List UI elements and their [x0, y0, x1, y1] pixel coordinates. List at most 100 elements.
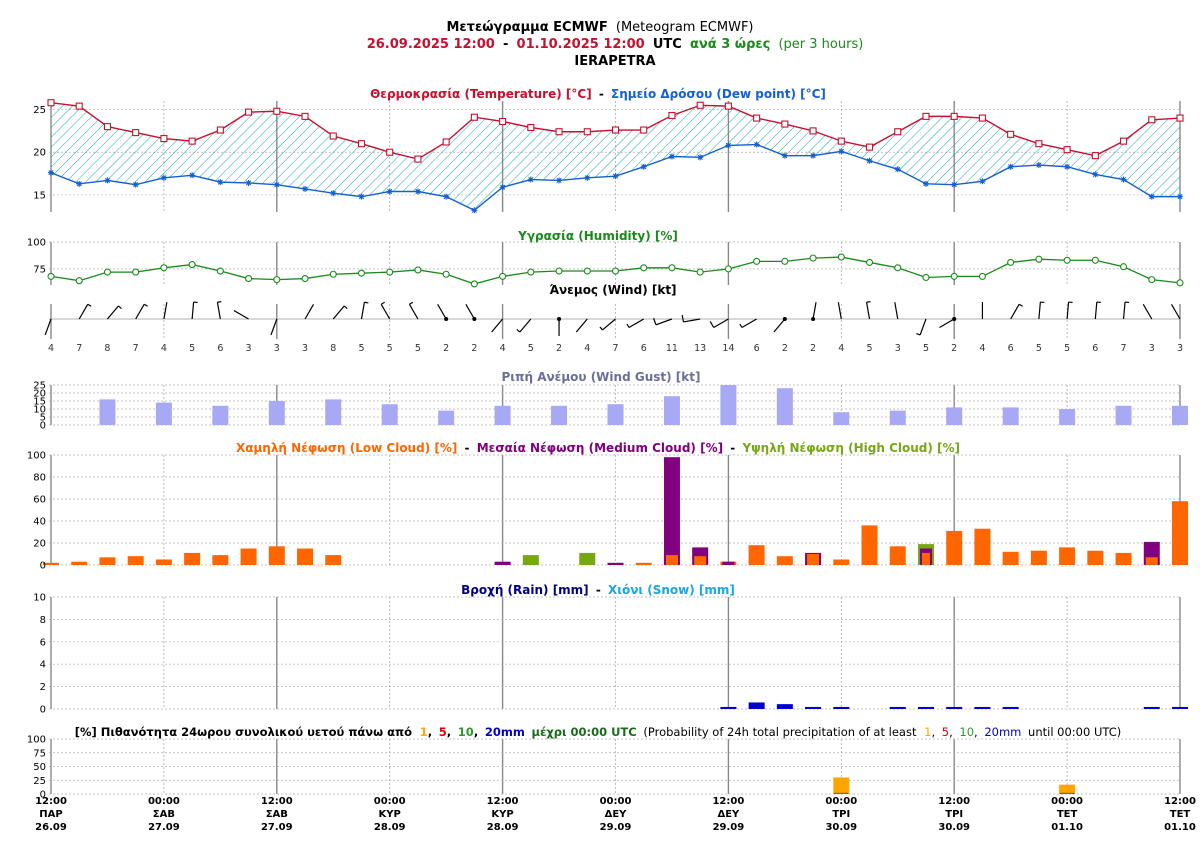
low-cloud-bar — [694, 556, 707, 565]
wind-barb-feather — [516, 328, 521, 333]
medium-cloud-title: Μεσαία Νέφωση (Medium Cloud) [%] — [477, 441, 723, 455]
humidity-ytick-label: 75 — [33, 264, 46, 275]
wind-barb-feather — [916, 333, 921, 336]
cloud-ytick-label: 80 — [33, 473, 46, 484]
x-axis-time-label: 12:00 — [487, 796, 519, 807]
wind-barb-staff — [163, 302, 168, 320]
humidity-point — [357, 269, 366, 277]
wind-barb — [135, 303, 148, 320]
x-axis-day-label: ΤΕΤ — [1170, 809, 1191, 820]
wind-barb-staff — [602, 318, 616, 331]
wind-barb-staff — [773, 318, 786, 333]
wind-speed-label: 7 — [133, 343, 139, 354]
wind-speed-label: 2 — [951, 343, 957, 354]
low-cloud-bar — [833, 559, 850, 565]
wind-barb — [360, 301, 369, 320]
humidity-point — [188, 261, 196, 269]
prob-threshold-5: 5 — [439, 725, 447, 739]
humidity-point — [132, 268, 140, 276]
rain-ytick-label: 2 — [40, 682, 46, 693]
prob-title-d: until 00:00 UTC) — [1028, 725, 1121, 739]
probability-ytick-label: 75 — [33, 748, 46, 759]
wind-speed-label: 4 — [838, 343, 844, 354]
rain-bar — [805, 706, 822, 709]
gust-bar — [1002, 407, 1019, 425]
low-cloud-bar — [974, 528, 991, 565]
x-axis-time-label: 12:00 — [938, 796, 970, 807]
prob-1mm-bar — [833, 777, 850, 794]
range-dash: - — [503, 37, 508, 52]
cloud-title-sep-2: - — [730, 441, 735, 455]
dewpoint-point — [273, 181, 280, 188]
humidity-point — [386, 268, 394, 276]
x-axis-date-label: 29.09 — [600, 822, 632, 833]
humidity-point — [245, 274, 253, 283]
wind-speed-label: 3 — [895, 343, 901, 354]
wind-speed-label: 6 — [641, 343, 647, 354]
humidity-point — [555, 267, 563, 275]
rain-bar — [748, 702, 765, 709]
wind-barb — [44, 318, 52, 336]
wind-barb-staff — [270, 318, 278, 336]
x-axis-day-label: ΣΑΒ — [153, 809, 175, 820]
dewpoint-point — [499, 184, 506, 191]
humidity-point — [611, 267, 620, 275]
chart-title: Μετεώγραμμα ECMWF (Meteogram ECMWF) — [446, 20, 753, 35]
humidity-point — [273, 276, 281, 284]
x-axis-date-label: 26.09 — [35, 822, 67, 833]
gust-bar — [551, 405, 568, 425]
low-cloud-bar — [71, 561, 88, 565]
humidity-point — [1120, 263, 1128, 271]
cloud-title-sep-1: - — [465, 441, 470, 455]
wind-speed-label: 14 — [722, 343, 734, 354]
wind-barb — [894, 302, 899, 320]
wind-barb — [939, 317, 957, 329]
wind-barb — [681, 314, 701, 323]
humidity-point — [640, 264, 648, 272]
rain-bar — [1143, 706, 1160, 709]
gust-ytick-label: 10 — [33, 405, 46, 416]
x-axis-time-label: 00:00 — [600, 796, 632, 807]
rain-ytick-label: 10 — [33, 593, 46, 604]
gust-panel-title: Ριπή Ανέμου (Wind Gust) [kt] — [502, 370, 701, 384]
humidity-point — [781, 257, 789, 265]
wind-barb-staff — [135, 303, 145, 320]
wind-barb-staff — [408, 303, 419, 320]
low-cloud-bar — [1059, 547, 1076, 565]
x-axis-time-label: 12:00 — [261, 796, 293, 807]
probability-ytick-label: 100 — [27, 735, 46, 746]
dewpoint-point — [1007, 163, 1014, 170]
humidity-point — [894, 264, 902, 272]
snow-title: Χιόνι (Snow) [mm] — [608, 583, 735, 597]
rain-title-sep: - — [596, 583, 601, 597]
wind-barb-feather — [626, 323, 630, 328]
humidity-point — [696, 268, 704, 276]
humidity-point — [1148, 276, 1156, 284]
humidity-ytick-label: 100 — [27, 238, 46, 249]
humidity-point — [301, 274, 309, 283]
low-cloud-bar — [1115, 552, 1132, 565]
rain-bar — [917, 706, 934, 709]
rain-ytick-label: 4 — [40, 660, 46, 671]
range-step-en: (per 3 hours) — [778, 37, 863, 52]
prob-comma-6: , — [974, 725, 978, 739]
dewpoint-point — [217, 179, 224, 186]
wind-barb — [516, 318, 532, 333]
low-cloud-bar — [297, 548, 314, 565]
low-cloud-bar — [1145, 557, 1158, 565]
high-cloud-bar — [522, 555, 539, 565]
temperature-ytick-label: 20 — [33, 148, 46, 159]
humidity-point — [47, 272, 55, 280]
prob-title-a: [%] Πιθανότητα 24ωρου συνολικού υετού πά… — [75, 725, 412, 739]
wind-speed-label: 4 — [500, 343, 506, 354]
wind-barb-staff — [812, 302, 817, 320]
x-axis-time-label: 00:00 — [1051, 796, 1083, 807]
wind-barb-feather — [681, 314, 685, 323]
x-axis-date-label: 27.09 — [261, 822, 293, 833]
wind-barb — [599, 318, 616, 331]
x-axis-time-label: 00:00 — [148, 796, 180, 807]
humidity-point — [216, 267, 224, 275]
wind-barb — [837, 302, 842, 320]
prob-threshold-1: 1 — [420, 725, 428, 739]
humidity-point — [809, 254, 817, 262]
